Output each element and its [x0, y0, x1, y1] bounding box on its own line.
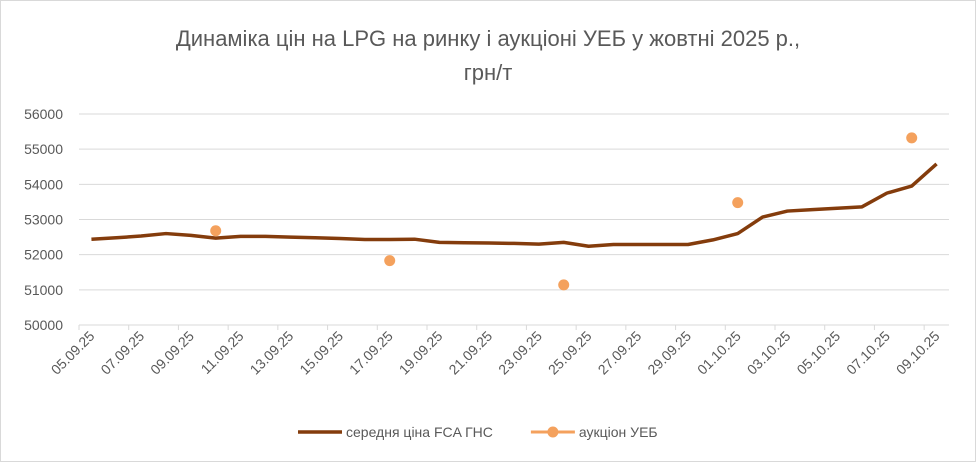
legend-marker [547, 426, 559, 438]
line-series [91, 162, 938, 248]
legend-label: середня ціна FCA ГНС [346, 424, 493, 440]
marker [906, 132, 918, 144]
marker [210, 225, 222, 237]
y-tick-label: 51000 [24, 282, 63, 298]
y-tick-label: 52000 [24, 247, 63, 263]
y-tick-label: 54000 [24, 176, 63, 192]
chart-title: грн/т [464, 60, 513, 85]
y-tick-label: 55000 [24, 141, 63, 157]
y-tick-label: 50000 [24, 317, 63, 333]
marker [732, 197, 744, 209]
y-tick-label: 56000 [24, 106, 63, 122]
y-tick-label: 53000 [24, 212, 63, 228]
chart-title: Динаміка цін на LPG на ринку і аукціоні … [176, 26, 800, 51]
legend-label: аукціон УЕБ [579, 424, 658, 440]
marker [558, 279, 570, 291]
marker [384, 255, 396, 267]
